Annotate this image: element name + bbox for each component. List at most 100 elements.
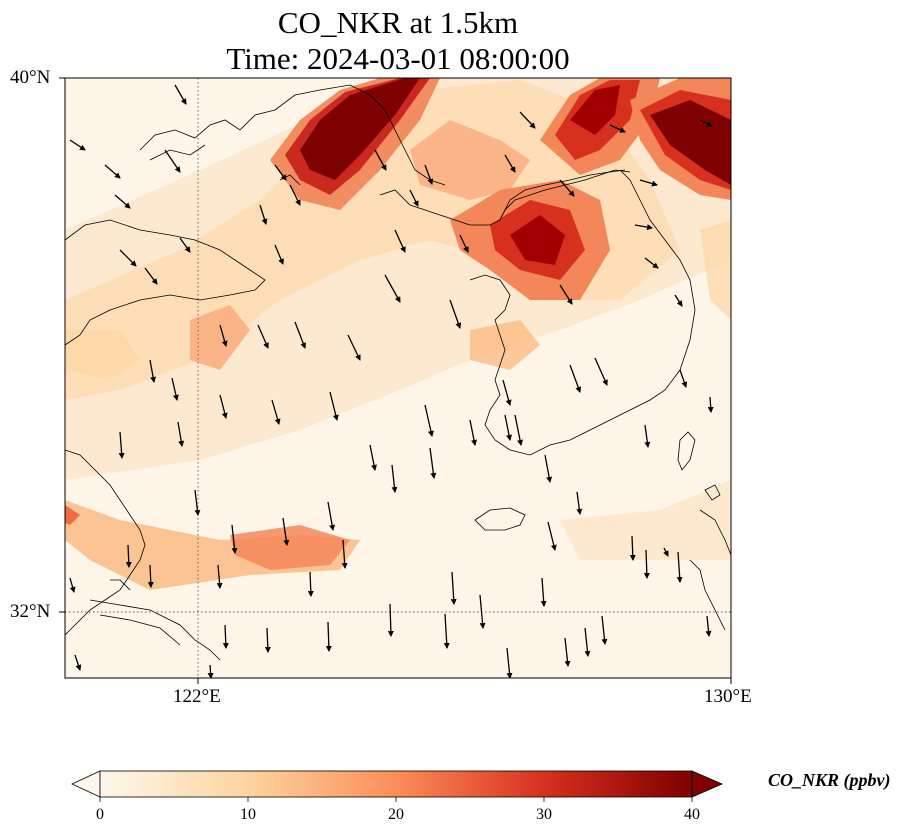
wind-vector-icon [307,571,314,597]
lon-tick-122: 122°E [173,686,221,707]
concentration-heatmap [65,78,731,678]
wind-vector-icon [594,357,608,386]
wind-vector-icon [369,444,377,471]
wind-vector-icon [705,615,712,637]
wind-vector-icon [274,244,284,265]
colorbar [71,770,724,802]
wind-vector-icon [177,421,185,447]
wind-vector-icon [118,431,125,459]
wind-vector-icon [374,149,387,171]
wind-vector-icon [69,577,76,593]
wind-vector-icon [506,647,513,678]
wind-vector-icon [424,164,434,185]
wind-vector-icon [294,321,307,349]
wind-vector-icon [179,237,191,253]
wind-vector-icon [540,577,547,607]
wind-vector-icon [479,594,486,629]
wind-vector-icon [424,404,434,437]
wind-vector-icon [347,334,361,361]
wind-vector-icon [69,139,86,151]
wind-vector-icon [569,364,582,393]
wind-vector-icon [443,613,450,649]
wind-vector-icon [504,414,512,441]
wind-vector-icon [282,517,290,546]
wind-vector-icon [394,229,406,253]
wind-vector-icon [391,464,398,493]
wind-vector-icon [634,224,653,231]
colorbar-tick-40: 40 [684,806,700,823]
wind-vector-icon [114,194,131,209]
wind-vector-icon [639,179,658,187]
wind-vector-icon [264,627,271,653]
wind-vector-icon [119,249,137,267]
wind-vector-icon [231,524,238,554]
wind-vector-icon [259,204,268,225]
wind-vector-icon [164,149,181,173]
wind-vector-icon [125,544,132,568]
wind-vector-icon [74,654,82,671]
wind-vector-icon [629,535,636,561]
wind-vector-icon [644,257,659,269]
wind-vector-icon [409,189,419,207]
wind-vector-icon [450,571,457,605]
wind-vector-icon [207,664,214,678]
wind-vector-icon [429,447,437,479]
wind-vector-icon [147,564,154,588]
wind-vector-icon [707,396,714,413]
colorbar-extend-low [71,770,101,798]
wind-vector-icon [547,521,557,551]
colorbar-tick-0: 0 [96,806,104,823]
wind-vector-icon [449,299,462,329]
wind-vector-icon [564,637,571,667]
wind-vector-icon [144,267,158,285]
map-time: Time: 2024-03-01 08:00:00 [226,41,570,76]
wind-vector-icon [679,369,688,388]
map-border [64,77,732,679]
wind-vector-icon [609,124,626,133]
wind-vector-icon [601,615,608,645]
lat-tick-32: 32°N [10,601,51,622]
wind-vector-icon [174,84,187,105]
wind-vector-icon [559,179,575,197]
colorbar-extend-high [691,770,724,798]
gridlines [65,78,731,678]
wind-vector-icon [502,379,512,406]
wind-vector-icon [644,424,651,448]
wind-vector-icon [663,547,669,557]
wind-vector-icon [514,414,523,446]
wind-vector-icon [469,419,477,446]
wind-vector-icon [459,234,469,253]
wind-vector-icon [222,624,229,649]
wind-vector-icon [576,491,583,515]
axis-ticks [59,77,732,684]
colorbar-tick-30: 30 [536,806,552,823]
wind-vector-icon [544,454,553,483]
wind-vector-icon [584,627,591,657]
wind-vector-icon [384,274,401,303]
wind-vector-icon [329,391,339,421]
lon-tick-130: 130°E [704,686,752,707]
wind-vector-icon [219,324,228,347]
wind-vector-icon [274,164,287,181]
wind-vector-icon [643,549,650,579]
wind-vector-arrows [69,84,714,678]
wind-vector-icon [504,154,516,173]
wind-vector-icon [519,111,536,129]
wind-vector-icon [327,501,336,531]
lat-tick-40: 40°N [10,67,51,88]
map-title: CO_NKR at 1.5km [277,5,519,40]
wind-vector-icon [219,394,228,419]
wind-vector-icon [216,564,223,589]
colorbar-tick-10: 10 [240,806,256,823]
coastlines [65,84,731,661]
wind-vector-icon [289,184,301,206]
wind-vector-icon [325,621,332,652]
wind-vector-icon [559,284,573,305]
wind-vector-icon [149,359,157,383]
wind-vector-icon [171,377,179,401]
colorbar-label: CO_NKR (ppbv) [768,770,891,790]
wind-vector-icon [194,489,201,516]
wind-vector-icon [271,399,281,425]
colorbar-gradient [99,770,693,798]
